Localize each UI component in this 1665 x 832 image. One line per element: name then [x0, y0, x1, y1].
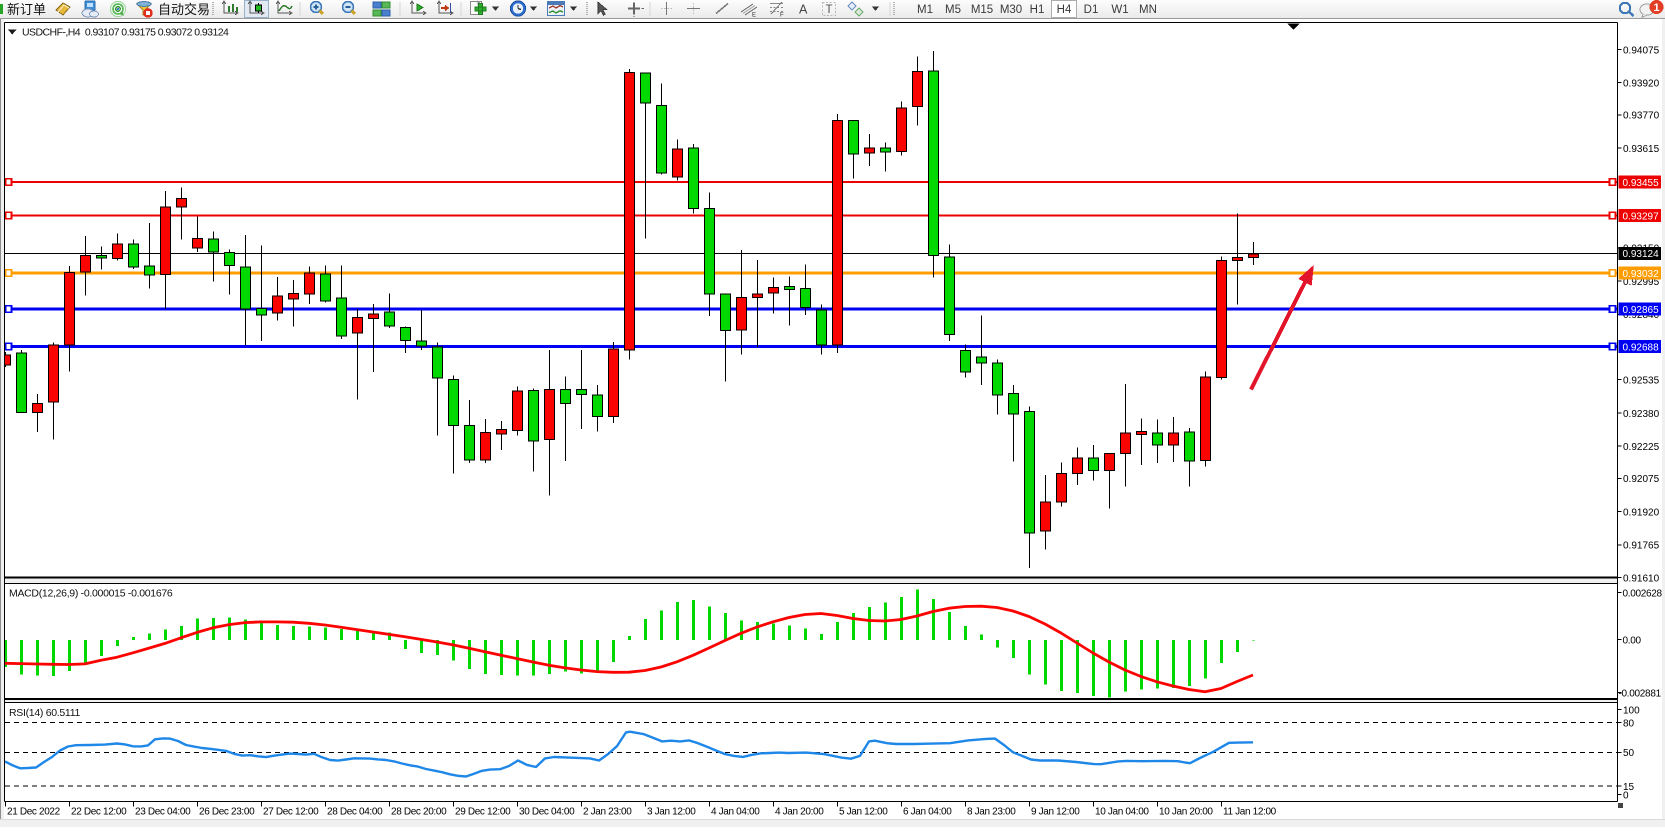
svg-text:11 Jan 12:00: 11 Jan 12:00	[1223, 807, 1277, 818]
svg-text:100: 100	[1623, 705, 1640, 716]
svg-text:M15: M15	[971, 4, 993, 16]
svg-text:F: F	[780, 13, 784, 19]
svg-text:2 Jan 23:00: 2 Jan 23:00	[583, 807, 632, 818]
svg-text:W1: W1	[1111, 4, 1128, 16]
svg-text:新订单: 新订单	[7, 2, 46, 17]
svg-text:0.93770: 0.93770	[1623, 111, 1660, 122]
svg-text:9 Jan 12:00: 9 Jan 12:00	[1031, 807, 1080, 818]
svg-text:0.92535: 0.92535	[1623, 376, 1660, 387]
svg-text:5 Jan 12:00: 5 Jan 12:00	[839, 807, 888, 818]
svg-text:USDCHF-,H4 0.93107 0.93175 0.: USDCHF-,H4 0.93107 0.93175 0.93072 0.931…	[22, 27, 229, 39]
svg-text:29 Dec 12:00: 29 Dec 12:00	[455, 807, 511, 818]
svg-text:28 Dec 04:00: 28 Dec 04:00	[327, 807, 383, 818]
svg-text:A: A	[799, 3, 808, 17]
svg-text:0.91920: 0.91920	[1623, 507, 1660, 518]
svg-text:27 Dec 12:00: 27 Dec 12:00	[263, 807, 319, 818]
svg-text:0.91610: 0.91610	[1623, 573, 1660, 584]
svg-text:0.91765: 0.91765	[1623, 541, 1660, 552]
svg-text:10 Jan 04:00: 10 Jan 04:00	[1095, 807, 1149, 818]
svg-text:0.002628: 0.002628	[1623, 588, 1663, 599]
svg-text:15: 15	[1623, 782, 1635, 793]
svg-text:0.93920: 0.93920	[1623, 79, 1660, 90]
svg-text:0.92865: 0.92865	[1623, 305, 1660, 316]
svg-text:0.93455: 0.93455	[1623, 178, 1660, 189]
svg-text:8 Jan 23:00: 8 Jan 23:00	[967, 807, 1016, 818]
svg-text:M5: M5	[945, 4, 961, 16]
svg-text:26 Dec 23:00: 26 Dec 23:00	[199, 807, 255, 818]
svg-text:T: T	[826, 4, 833, 16]
svg-text:50: 50	[1623, 748, 1635, 759]
svg-text:0.93124: 0.93124	[1623, 249, 1660, 260]
svg-text:0.93297: 0.93297	[1623, 211, 1660, 222]
svg-text:0.93032: 0.93032	[1623, 269, 1660, 280]
svg-text:4 Jan 20:00: 4 Jan 20:00	[775, 807, 824, 818]
svg-text:M1: M1	[917, 4, 933, 16]
svg-text:6 Jan 04:00: 6 Jan 04:00	[903, 807, 952, 818]
svg-text:0.93615: 0.93615	[1623, 144, 1660, 155]
svg-text:H4: H4	[1057, 4, 1072, 16]
svg-text:0: 0	[1623, 790, 1629, 801]
svg-text:0.92075: 0.92075	[1623, 474, 1660, 485]
svg-text:23 Dec 04:00: 23 Dec 04:00	[135, 807, 191, 818]
svg-text:0.00: 0.00	[1623, 636, 1642, 647]
svg-text:0.92225: 0.92225	[1623, 442, 1660, 453]
svg-text:-0.002881: -0.002881	[1619, 688, 1662, 699]
svg-text:80: 80	[1623, 718, 1635, 729]
svg-text:3 Jan 12:00: 3 Jan 12:00	[647, 807, 696, 818]
svg-text:30 Dec 04:00: 30 Dec 04:00	[519, 807, 575, 818]
svg-text:0.94075: 0.94075	[1623, 45, 1660, 56]
svg-text:E: E	[752, 13, 756, 19]
svg-text:自动交易: 自动交易	[158, 2, 210, 17]
svg-text:0.92380: 0.92380	[1623, 409, 1660, 420]
svg-text:MN: MN	[1139, 4, 1157, 16]
svg-text:H1: H1	[1030, 4, 1045, 16]
svg-text:MACD(12,26,9) -0.000015 -0.001: MACD(12,26,9) -0.000015 -0.001676	[9, 588, 173, 600]
svg-text:0.92840: 0.92840	[1623, 310, 1660, 321]
svg-text:4 Jan 04:00: 4 Jan 04:00	[711, 807, 760, 818]
svg-text:1: 1	[1653, 2, 1659, 14]
svg-text:M30: M30	[1000, 4, 1022, 16]
svg-text:RSI(14) 60.5111: RSI(14) 60.5111	[9, 707, 80, 719]
svg-text:0.92995: 0.92995	[1623, 277, 1660, 288]
svg-text:0.92688: 0.92688	[1623, 342, 1660, 353]
svg-text:D1: D1	[1084, 4, 1099, 16]
svg-text:28 Dec 20:00: 28 Dec 20:00	[391, 807, 447, 818]
svg-text:22 Dec 12:00: 22 Dec 12:00	[71, 807, 127, 818]
svg-text:10 Jan 20:00: 10 Jan 20:00	[1159, 807, 1213, 818]
svg-text:21 Dec 2022: 21 Dec 2022	[7, 807, 61, 818]
